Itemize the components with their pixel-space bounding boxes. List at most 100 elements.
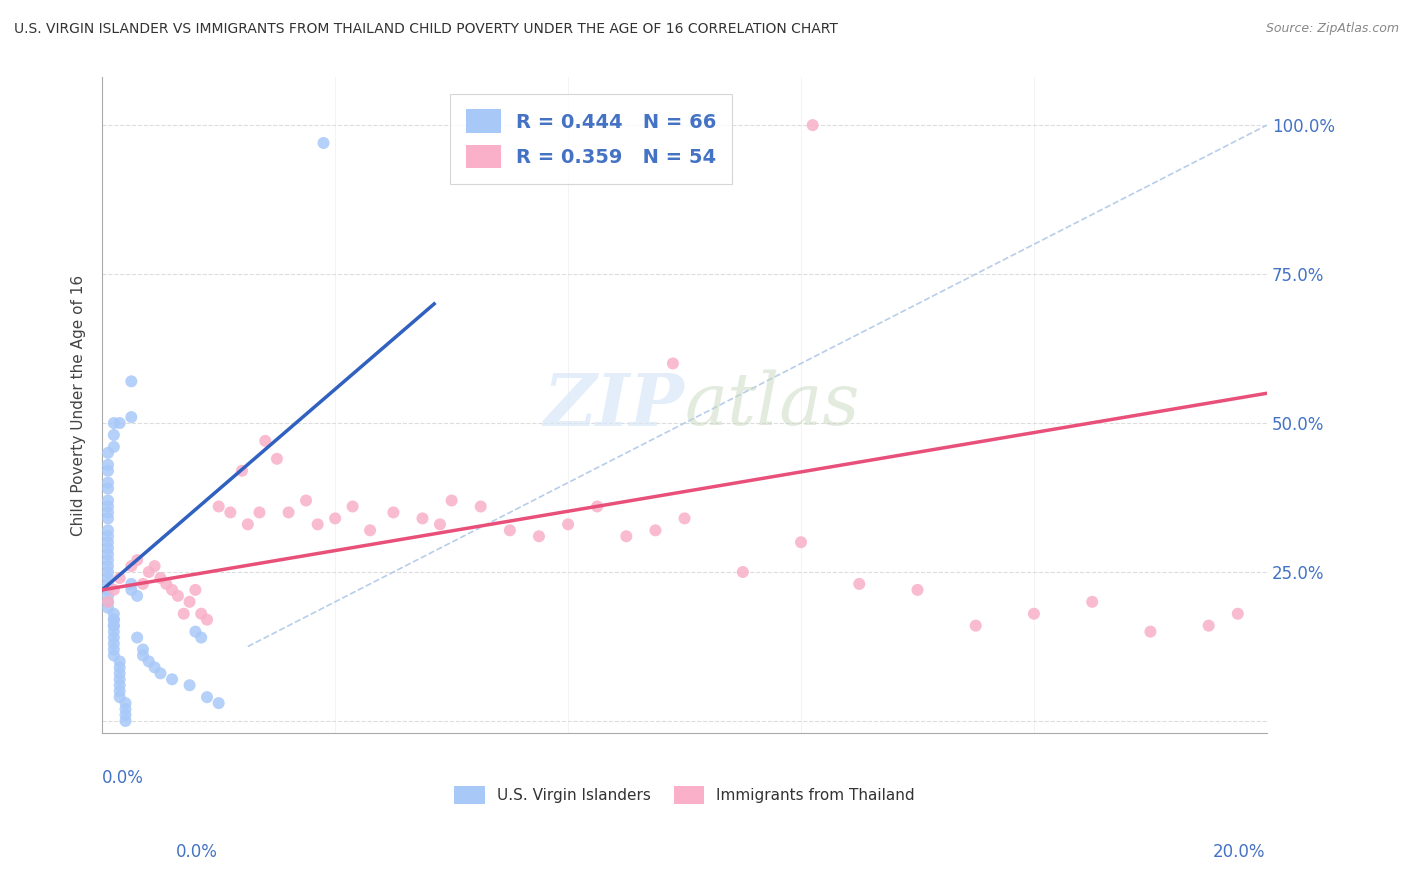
Point bbox=[179, 595, 201, 609]
Point bbox=[108, 684, 131, 698]
Point bbox=[108, 678, 131, 692]
Point bbox=[143, 559, 166, 574]
Point bbox=[155, 577, 177, 591]
Point bbox=[411, 511, 433, 525]
Point bbox=[1198, 618, 1220, 632]
Point bbox=[527, 529, 550, 543]
Point bbox=[97, 559, 120, 574]
Point bbox=[143, 660, 166, 674]
Point bbox=[277, 505, 299, 519]
Point bbox=[108, 660, 131, 674]
Point bbox=[662, 356, 685, 370]
Point bbox=[127, 553, 149, 567]
Point bbox=[208, 500, 231, 514]
Point bbox=[132, 642, 155, 657]
Point bbox=[103, 613, 125, 627]
Point bbox=[195, 613, 218, 627]
Legend: U.S. Virgin Islanders, Immigrants from Thailand: U.S. Virgin Islanders, Immigrants from T… bbox=[449, 780, 921, 811]
Point bbox=[114, 714, 136, 728]
Point bbox=[103, 631, 125, 645]
Point bbox=[295, 493, 318, 508]
Point bbox=[97, 511, 120, 525]
Point bbox=[97, 529, 120, 543]
Text: U.S. VIRGIN ISLANDER VS IMMIGRANTS FROM THAILAND CHILD POVERTY UNDER THE AGE OF : U.S. VIRGIN ISLANDER VS IMMIGRANTS FROM … bbox=[14, 22, 838, 37]
Point bbox=[120, 582, 142, 597]
Point bbox=[965, 618, 987, 632]
Point bbox=[160, 582, 183, 597]
Point bbox=[323, 511, 346, 525]
Point bbox=[103, 607, 125, 621]
Point bbox=[108, 416, 131, 430]
Point bbox=[231, 464, 253, 478]
Point bbox=[97, 571, 120, 585]
Point bbox=[1022, 607, 1045, 621]
Point bbox=[103, 636, 125, 650]
Point bbox=[673, 511, 696, 525]
Point bbox=[149, 571, 172, 585]
Point bbox=[179, 678, 201, 692]
Point bbox=[120, 410, 142, 425]
Point bbox=[103, 416, 125, 430]
Point bbox=[103, 613, 125, 627]
Point bbox=[97, 589, 120, 603]
Point bbox=[731, 565, 754, 579]
Point bbox=[97, 547, 120, 561]
Text: 20.0%: 20.0% bbox=[1213, 843, 1265, 861]
Point bbox=[1139, 624, 1161, 639]
Point bbox=[97, 577, 120, 591]
Point bbox=[97, 565, 120, 579]
Point bbox=[167, 589, 190, 603]
Point bbox=[97, 458, 120, 472]
Point bbox=[149, 666, 172, 681]
Point bbox=[848, 577, 870, 591]
Point bbox=[190, 607, 212, 621]
Text: 0.0%: 0.0% bbox=[103, 769, 143, 787]
Point bbox=[190, 631, 212, 645]
Point bbox=[138, 565, 160, 579]
Point bbox=[108, 690, 131, 705]
Point bbox=[108, 654, 131, 668]
Point bbox=[103, 440, 125, 454]
Point bbox=[790, 535, 813, 549]
Point bbox=[470, 500, 492, 514]
Point bbox=[266, 451, 288, 466]
Point bbox=[114, 702, 136, 716]
Point bbox=[138, 654, 160, 668]
Point bbox=[132, 648, 155, 663]
Text: ZIP: ZIP bbox=[544, 369, 685, 441]
Point bbox=[614, 529, 637, 543]
Point bbox=[440, 493, 463, 508]
Point bbox=[254, 434, 277, 448]
Point bbox=[127, 631, 149, 645]
Point bbox=[114, 696, 136, 710]
Text: Source: ZipAtlas.com: Source: ZipAtlas.com bbox=[1265, 22, 1399, 36]
Point bbox=[120, 559, 142, 574]
Point bbox=[120, 577, 142, 591]
Point bbox=[108, 571, 131, 585]
Point bbox=[108, 673, 131, 687]
Point bbox=[97, 475, 120, 490]
Point bbox=[97, 553, 120, 567]
Point bbox=[108, 666, 131, 681]
Point bbox=[184, 582, 207, 597]
Point bbox=[195, 690, 218, 705]
Point bbox=[97, 500, 120, 514]
Point bbox=[103, 648, 125, 663]
Point bbox=[173, 607, 195, 621]
Point bbox=[801, 118, 824, 132]
Point bbox=[429, 517, 451, 532]
Point bbox=[249, 505, 271, 519]
Point bbox=[97, 582, 120, 597]
Text: atlas: atlas bbox=[685, 370, 860, 441]
Point bbox=[97, 535, 120, 549]
Point bbox=[103, 618, 125, 632]
Point bbox=[307, 517, 329, 532]
Point bbox=[103, 618, 125, 632]
Point bbox=[219, 505, 242, 519]
Point bbox=[184, 624, 207, 639]
Point bbox=[97, 446, 120, 460]
Point bbox=[132, 577, 155, 591]
Point bbox=[160, 673, 183, 687]
Point bbox=[382, 505, 405, 519]
Point bbox=[97, 600, 120, 615]
